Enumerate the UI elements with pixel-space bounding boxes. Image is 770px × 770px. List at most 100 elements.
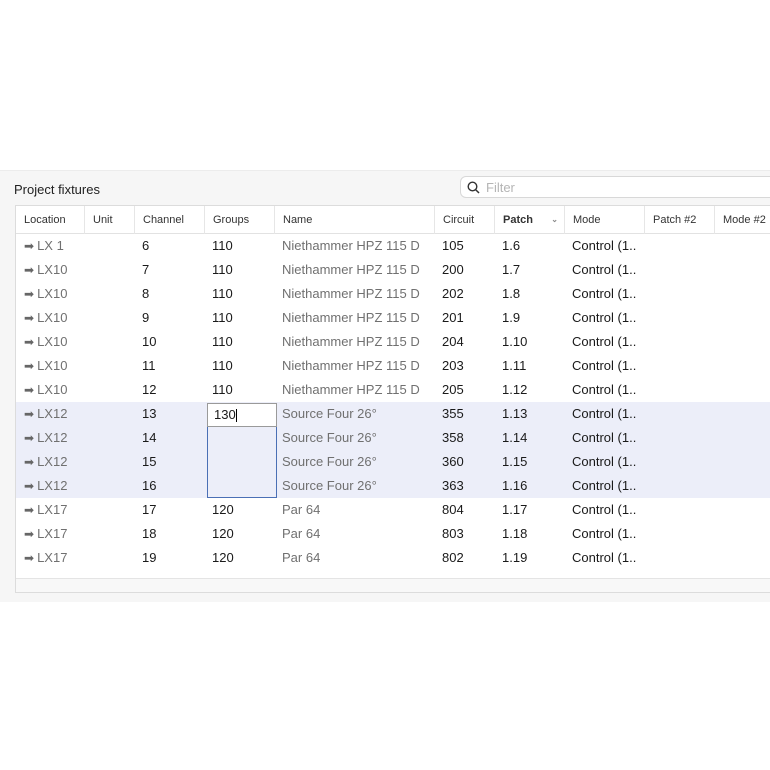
table-row[interactable]: ➡ LX17 19 120 Par 64 802 1.19 Control (1.. (16, 546, 770, 570)
cell-name[interactable]: Par 64 (282, 522, 320, 546)
cell-circuit[interactable]: 355 (442, 402, 464, 426)
cell-channel[interactable]: 8 (142, 282, 149, 306)
cell-channel[interactable]: 7 (142, 258, 149, 282)
cell-channel[interactable]: 18 (142, 522, 156, 546)
cell-patch[interactable]: 1.18 (502, 522, 527, 546)
cell-circuit[interactable]: 202 (442, 282, 464, 306)
cell-mode[interactable]: Control (1.. (572, 450, 636, 474)
cell-patch[interactable]: 1.11 (502, 354, 526, 378)
cell-channel[interactable]: 13 (142, 402, 156, 426)
cell-circuit[interactable]: 203 (442, 354, 464, 378)
cell-circuit[interactable]: 803 (442, 522, 464, 546)
cell-patch[interactable]: 1.8 (502, 282, 520, 306)
cell-mode[interactable]: Control (1.. (572, 546, 636, 570)
cell-groups[interactable]: 120 (212, 546, 234, 570)
cell-location[interactable]: ➡ LX12 (24, 402, 67, 426)
cell-circuit[interactable]: 802 (442, 546, 464, 570)
cell-name[interactable]: Source Four 26° (282, 474, 377, 498)
cell-channel[interactable]: 12 (142, 378, 156, 402)
cell-channel[interactable]: 19 (142, 546, 156, 570)
cell-name[interactable]: Niethammer HPZ 115 D (282, 306, 420, 330)
cell-circuit[interactable]: 360 (442, 450, 464, 474)
cell-patch[interactable]: 1.19 (502, 546, 527, 570)
table-row[interactable]: ➡ LX12 13 Source Four 26° 355 1.13 Control (1.… (16, 402, 770, 426)
table-row[interactable]: ➡ LX12 14 Source Four 26° 358 1.14 Control (1.… (16, 426, 770, 450)
cell-location[interactable]: ➡ LX10 (24, 354, 67, 378)
cell-patch[interactable]: 1.10 (502, 330, 527, 354)
cell-patch[interactable]: 1.9 (502, 306, 520, 330)
cell-groups[interactable]: 110 (212, 330, 233, 354)
cell-name[interactable]: Niethammer HPZ 115 D (282, 234, 420, 258)
table-row[interactable]: ➡ LX17 18 120 Par 64 803 1.18 Control (1.. (16, 522, 770, 546)
cell-channel[interactable]: 14 (142, 426, 156, 450)
table-row[interactable]: ➡ LX 1 6 110 Niethammer HPZ 115 D 105 1.6 Contr… (16, 234, 770, 258)
cell-name[interactable]: Niethammer HPZ 115 D (282, 378, 420, 402)
cell-mode[interactable]: Control (1.. (572, 498, 636, 522)
table-row[interactable]: ➡ LX10 9 110 Niethammer HPZ 115 D 201 1.9 Contr… (16, 306, 770, 330)
column-header-patch[interactable]: Patch ⌄ (494, 206, 564, 234)
table-row[interactable]: ➡ LX17 17 120 Par 64 804 1.17 Control (1.. (16, 498, 770, 522)
cell-location[interactable]: ➡ LX10 (24, 258, 67, 282)
cell-mode[interactable]: Control (1.. (572, 402, 636, 426)
cell-patch[interactable]: 1.14 (502, 426, 527, 450)
groups-edit-field[interactable]: 130 (207, 403, 277, 427)
cell-location[interactable]: ➡ LX12 (24, 474, 67, 498)
cell-mode[interactable]: Control (1.. (572, 474, 636, 498)
cell-location[interactable]: ➡ LX12 (24, 426, 67, 450)
cell-name[interactable]: Source Four 26° (282, 402, 377, 426)
cell-mode[interactable]: Control (1.. (572, 426, 636, 450)
cell-name[interactable]: Source Four 26° (282, 450, 377, 474)
column-header-name[interactable]: Name (274, 206, 434, 234)
cell-patch[interactable]: 1.17 (502, 498, 527, 522)
cell-name[interactable]: Niethammer HPZ 115 D (282, 282, 420, 306)
cell-patch[interactable]: 1.6 (502, 234, 520, 258)
cell-location[interactable]: ➡ LX12 (24, 450, 67, 474)
cell-groups[interactable]: 110 (212, 306, 233, 330)
column-header-groups[interactable]: Groups (204, 206, 274, 234)
cell-location[interactable]: ➡ LX17 (24, 522, 67, 546)
cell-location[interactable]: ➡ LX 1 (24, 234, 64, 258)
column-header-channel[interactable]: Channel (134, 206, 204, 234)
cell-patch[interactable]: 1.13 (502, 402, 527, 426)
column-header-location[interactable]: Location (16, 206, 84, 234)
cell-channel[interactable]: 15 (142, 450, 156, 474)
sort-chevron-icon[interactable]: ⌄ (551, 215, 558, 224)
filter-input[interactable] (486, 179, 766, 195)
table-row[interactable] (16, 570, 770, 578)
column-header-mode-2[interactable]: Mode #2 (714, 206, 770, 234)
cell-mode[interactable]: Control (1.. (572, 354, 636, 378)
horizontal-scrollbar[interactable] (16, 578, 770, 592)
cell-channel[interactable]: 9 (142, 306, 149, 330)
column-header-circuit[interactable]: Circuit (434, 206, 494, 234)
table-row[interactable]: ➡ LX10 12 110 Niethammer HPZ 115 D 205 1.12 Con… (16, 378, 770, 402)
cell-patch[interactable]: 1.16 (502, 474, 527, 498)
cell-name[interactable]: Niethammer HPZ 115 D (282, 258, 420, 282)
cell-channel[interactable]: 10 (142, 330, 156, 354)
table-row[interactable]: ➡ LX10 11 110 Niethammer HPZ 115 D 203 1.11 Con… (16, 354, 770, 378)
cell-mode[interactable]: Control (1.. (572, 282, 636, 306)
cell-groups[interactable]: 110 (212, 354, 233, 378)
cell-circuit[interactable]: 204 (442, 330, 464, 354)
cell-location[interactable]: ➡ LX17 (24, 546, 67, 570)
cell-channel[interactable]: 16 (142, 474, 156, 498)
cell-groups[interactable]: 120 (212, 522, 234, 546)
column-header-patch-2[interactable]: Patch #2 (644, 206, 714, 234)
cell-circuit[interactable]: 105 (442, 234, 464, 258)
table-body[interactable]: ➡ LX 1 6 110 Niethammer HPZ 115 D 105 1.6 Contr… (16, 234, 770, 578)
cell-mode[interactable]: Control (1.. (572, 378, 636, 402)
cell-mode[interactable]: Control (1.. (572, 330, 636, 354)
cell-mode[interactable]: Control (1.. (572, 258, 636, 282)
cell-channel[interactable]: 11 (142, 354, 156, 378)
cell-name[interactable]: Niethammer HPZ 115 D (282, 354, 420, 378)
cell-patch[interactable]: 1.12 (502, 378, 527, 402)
cell-location[interactable]: ➡ LX10 (24, 282, 67, 306)
cell-groups[interactable]: 110 (212, 378, 233, 402)
cell-circuit[interactable]: 200 (442, 258, 464, 282)
column-header-unit[interactable]: Unit (84, 206, 134, 234)
table-row[interactable]: ➡ LX12 16 Source Four 26° 363 1.16 Control (1.… (16, 474, 770, 498)
table-row[interactable]: ➡ LX12 15 Source Four 26° 360 1.15 Control (1.… (16, 450, 770, 474)
table-row[interactable]: ➡ LX10 10 110 Niethammer HPZ 115 D 204 1.10 Con… (16, 330, 770, 354)
cell-groups[interactable]: 110 (212, 282, 233, 306)
cell-groups[interactable]: 120 (212, 498, 234, 522)
cell-location[interactable]: ➡ LX17 (24, 498, 67, 522)
